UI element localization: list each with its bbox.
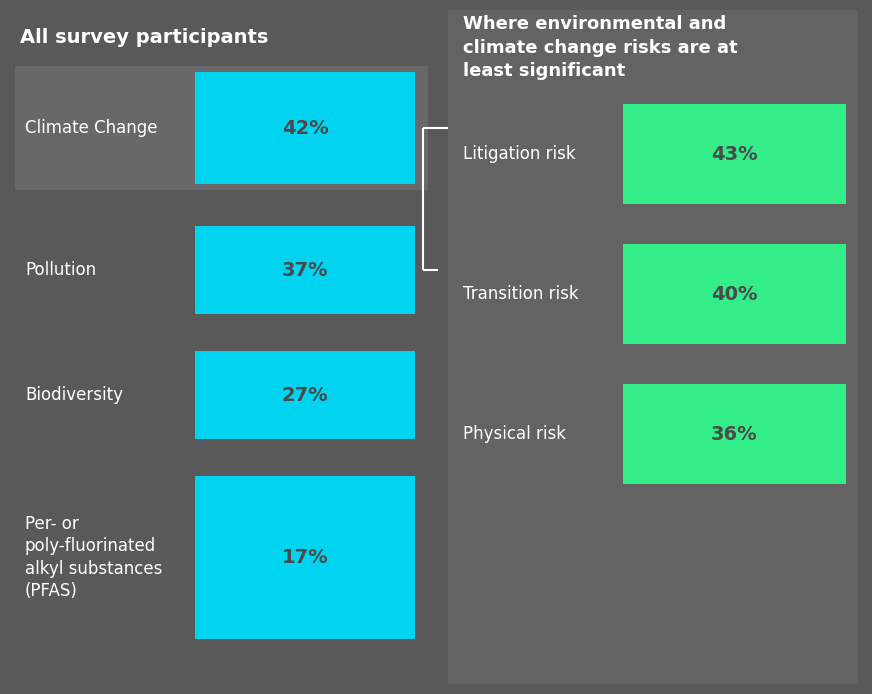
Text: Pollution: Pollution	[25, 261, 96, 279]
Bar	[623, 384, 846, 484]
Text: Per- or
poly-fluorinated
alkyl substances
(PFAS): Per- or poly-fluorinated alkyl substance…	[25, 515, 162, 600]
Text: Biodiversity: Biodiversity	[25, 386, 123, 404]
Text: All survey participants: All survey participants	[20, 28, 269, 47]
Text: 27%: 27%	[282, 385, 329, 405]
Bar	[195, 476, 415, 639]
Text: Climate Change: Climate Change	[25, 119, 158, 137]
Text: Where environmental and
climate change risks are at
least significant: Where environmental and climate change r…	[463, 15, 738, 81]
Text: 43%: 43%	[712, 144, 758, 164]
Text: Transition risk: Transition risk	[463, 285, 579, 303]
Bar	[15, 66, 428, 190]
Bar	[195, 226, 415, 314]
Text: 17%: 17%	[282, 548, 329, 567]
Text: 40%: 40%	[712, 285, 758, 303]
Text: 42%: 42%	[282, 119, 329, 137]
Text: 37%: 37%	[282, 260, 328, 280]
Text: Physical risk: Physical risk	[463, 425, 566, 443]
Bar	[195, 72, 415, 184]
Bar	[195, 351, 415, 439]
Bar	[623, 244, 846, 344]
Text: Litigation risk: Litigation risk	[463, 145, 576, 163]
Text: 36%: 36%	[712, 425, 758, 443]
Bar	[448, 10, 858, 684]
Bar	[623, 104, 846, 204]
